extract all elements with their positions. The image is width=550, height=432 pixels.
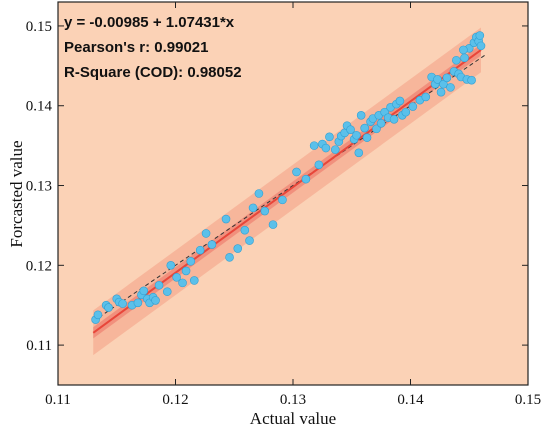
y-tick-label: 0.11 <box>26 338 52 354</box>
x-tick-label: 0.15 <box>515 392 541 408</box>
data-point <box>254 189 264 198</box>
data-point <box>268 220 278 229</box>
x-tick-label: 0.12 <box>162 392 188 408</box>
annotation-pearson: Pearson's r: 0.99021 <box>64 39 209 56</box>
data-point <box>225 253 234 262</box>
x-tick-label: 0.13 <box>280 392 306 408</box>
data-point <box>389 114 399 124</box>
data-point <box>372 124 381 134</box>
data-point <box>207 240 217 249</box>
data-point <box>446 83 455 92</box>
data-point <box>118 299 127 308</box>
data-point <box>421 92 431 102</box>
data-point <box>459 45 468 55</box>
data-point <box>190 276 199 285</box>
data-point <box>460 53 469 63</box>
data-point <box>139 286 149 296</box>
data-point <box>195 245 205 255</box>
ticks-layer: 0.11 0.12 0.13 0.14 0.15 0.11 0.12 0.13 0.14 0.15 <box>26 2 541 408</box>
data-point <box>166 261 176 270</box>
data-point <box>401 107 411 117</box>
data-point <box>301 174 311 184</box>
data-point <box>362 133 372 142</box>
data-point <box>433 75 442 84</box>
y-tick-label: 0.12 <box>26 258 52 274</box>
data-point <box>442 73 452 83</box>
data-point <box>309 141 319 150</box>
data-point <box>133 298 143 308</box>
y-tick-label: 0.14 <box>26 99 53 115</box>
data-point <box>104 303 113 312</box>
data-point <box>178 278 187 288</box>
data-point <box>181 266 191 276</box>
data-point <box>467 75 476 85</box>
x-tick-label: 0.14 <box>397 392 424 408</box>
identity-line <box>92 53 488 322</box>
data-point <box>321 143 331 153</box>
data-point <box>221 214 231 224</box>
y-axis-title: Forcasted value <box>7 140 26 247</box>
data-point <box>245 236 254 245</box>
data-point <box>436 87 446 97</box>
data-point <box>151 296 160 305</box>
data-point <box>360 123 369 133</box>
data-point <box>346 125 355 134</box>
x-axis-title: Actual value <box>250 409 336 428</box>
data-point <box>248 203 258 213</box>
x-tick-label: 0.11 <box>45 392 71 408</box>
data-point <box>233 244 243 253</box>
data-point <box>352 130 361 140</box>
data-point <box>452 55 461 65</box>
data-point <box>240 225 250 235</box>
y-tick-label: 0.13 <box>26 179 52 195</box>
data-point <box>395 96 405 106</box>
annotation-equation: y = -0.00985 + 1.07431*x <box>64 14 235 31</box>
data-point <box>93 310 103 320</box>
data-point <box>325 132 334 142</box>
data-point <box>154 280 164 290</box>
data-point <box>330 145 340 154</box>
data-point <box>475 31 485 40</box>
data-point <box>260 206 270 216</box>
data-point <box>476 41 486 51</box>
data-point <box>314 160 324 170</box>
data-point <box>354 148 364 158</box>
data-point <box>186 257 196 266</box>
data-point <box>408 102 418 111</box>
y-tick-label: 0.15 <box>26 19 52 35</box>
data-point <box>376 118 386 128</box>
annotation-rsquare: R-Square (COD): 0.98052 <box>64 64 242 81</box>
data-point <box>172 272 181 282</box>
data-point <box>162 287 172 296</box>
data-point <box>278 195 287 205</box>
data-point <box>201 229 211 238</box>
points-layer <box>91 31 486 324</box>
data-point <box>292 167 301 177</box>
data-point <box>356 111 366 120</box>
